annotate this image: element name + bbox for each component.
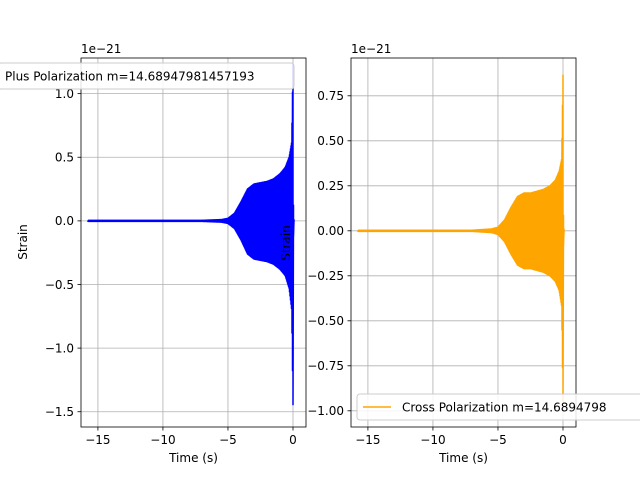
series-line [357, 74, 565, 404]
x-tick-label: −5 [219, 433, 237, 447]
legend-label: Cross Polarization m=14.6894798 [402, 401, 607, 415]
y-tick-label: 0.25 [317, 179, 344, 193]
x-tick-label: −10 [420, 433, 445, 447]
x-tick-label: 0 [289, 433, 297, 447]
legend: Cross Polarization m=14.6894798 [356, 393, 640, 421]
x-tick-label: 0 [559, 433, 567, 447]
y-tick-label: −0.75 [307, 359, 344, 373]
legend-box [0, 62, 295, 90]
y-tick-label: 0.5 [55, 151, 74, 165]
y-tick-label: −1.0 [45, 341, 74, 355]
legend: Plus Polarization m=14.68947981457193 [0, 62, 295, 90]
axes-frame [350, 57, 577, 428]
series-line [87, 63, 295, 406]
legend-box [356, 393, 640, 421]
y-tick-label: 0.00 [317, 224, 344, 238]
y-axis-label: Strain [16, 224, 30, 260]
y-tick-label: −1.00 [307, 404, 344, 418]
y-tick-label: 0.75 [317, 89, 344, 103]
x-tick-label: −5 [489, 433, 507, 447]
y-tick-label: 1.0 [55, 87, 74, 101]
x-axis-label: Time (s) [168, 451, 218, 465]
plus-polarization-axes: −15 −10 −5 0 −1.5 −1.0 −0.5 0.0 0.5 1.0 1e−21 Time … [0, 42, 307, 465]
x-axis-label: Time (s) [438, 451, 488, 465]
y-tick-label: −1.5 [45, 405, 74, 419]
y-tick-label: 0.0 [55, 214, 74, 228]
y-tick-label: −0.50 [307, 314, 344, 328]
offset-text: 1e−21 [81, 42, 121, 56]
x-tick-label: −10 [150, 433, 175, 447]
offset-text: 1e−21 [351, 42, 391, 56]
x-tick-label: −15 [355, 433, 380, 447]
cross-polarization-axes: −15 −10 −5 0 −1.00 −0.75 −0.50 −0.25 0.00 0.25 0.5… [279, 42, 640, 465]
y-axis-label: Strain [279, 225, 293, 261]
y-tick-label: −0.5 [45, 278, 74, 292]
axes-frame [80, 57, 307, 428]
legend-label: Plus Polarization m=14.68947981457193 [5, 70, 255, 84]
y-tick-label: 0.50 [317, 134, 344, 148]
x-tick-label: −15 [85, 433, 110, 447]
y-tick-label: −0.25 [307, 269, 344, 283]
